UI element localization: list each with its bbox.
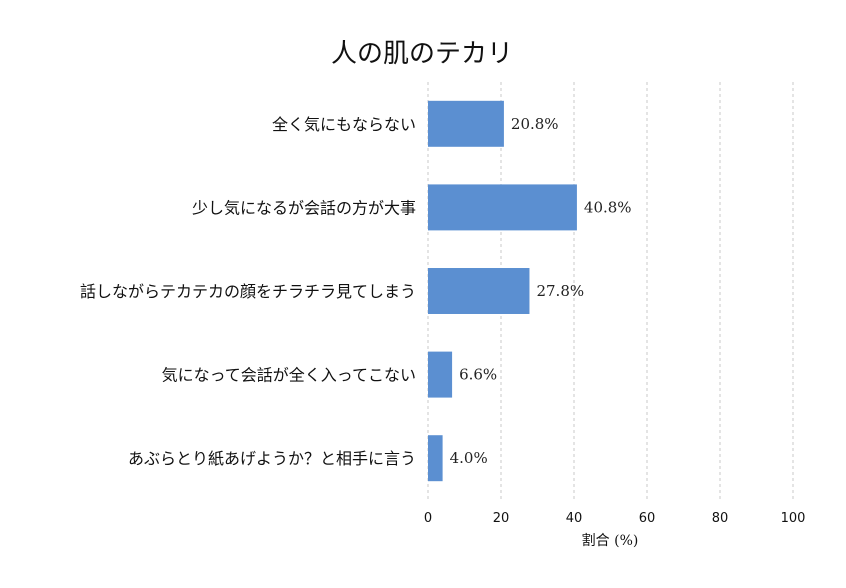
bar-0 (428, 100, 504, 147)
category-label-1: 少し気になるが会話の方が大事 (192, 198, 416, 217)
category-label-0: 全く気にもならない (272, 115, 416, 134)
x-tick-label-5: 100 (781, 511, 806, 526)
value-label-2: 27.8% (536, 282, 584, 300)
x-tick-label-0: 0 (424, 511, 432, 526)
bar-3 (428, 351, 453, 398)
value-label-4: 4.0% (450, 449, 488, 467)
chart-title: 人の肌のテカリ (331, 39, 513, 69)
category-label-3: 気になって会話が全く入ってこない (162, 366, 416, 385)
bar-1 (428, 184, 577, 231)
bar-4 (428, 435, 443, 482)
x-tick-labels: 0 20 40 60 80 100 (424, 511, 806, 526)
grid-lines (427, 82, 794, 500)
bar-2 (428, 268, 530, 314)
x-axis-label: 割合 (%) (582, 532, 639, 549)
category-label-2: 話しながらテカテカの顔をチラチラ見てしまう (80, 282, 416, 301)
category-label-4: あぶらとり紙あげようか？と相手に言う (128, 449, 416, 468)
value-label-0: 20.8% (511, 115, 559, 133)
value-label-3: 6.6% (459, 366, 497, 384)
x-tick-label-2: 40 (566, 511, 583, 526)
category-labels: 全く気にもならない少し気になるが会話の方が大事話しながらテカテカの顔をチラチラ見… (80, 115, 416, 468)
value-label-1: 40.8% (584, 198, 632, 216)
value-labels: 20.8% 40.8% 27.8% 6.6% 4.0% (450, 115, 632, 467)
x-tick-label-3: 60 (639, 511, 656, 526)
bars (428, 100, 577, 482)
x-tick-label-1: 20 (493, 511, 510, 526)
x-tick-label-4: 80 (712, 511, 729, 526)
